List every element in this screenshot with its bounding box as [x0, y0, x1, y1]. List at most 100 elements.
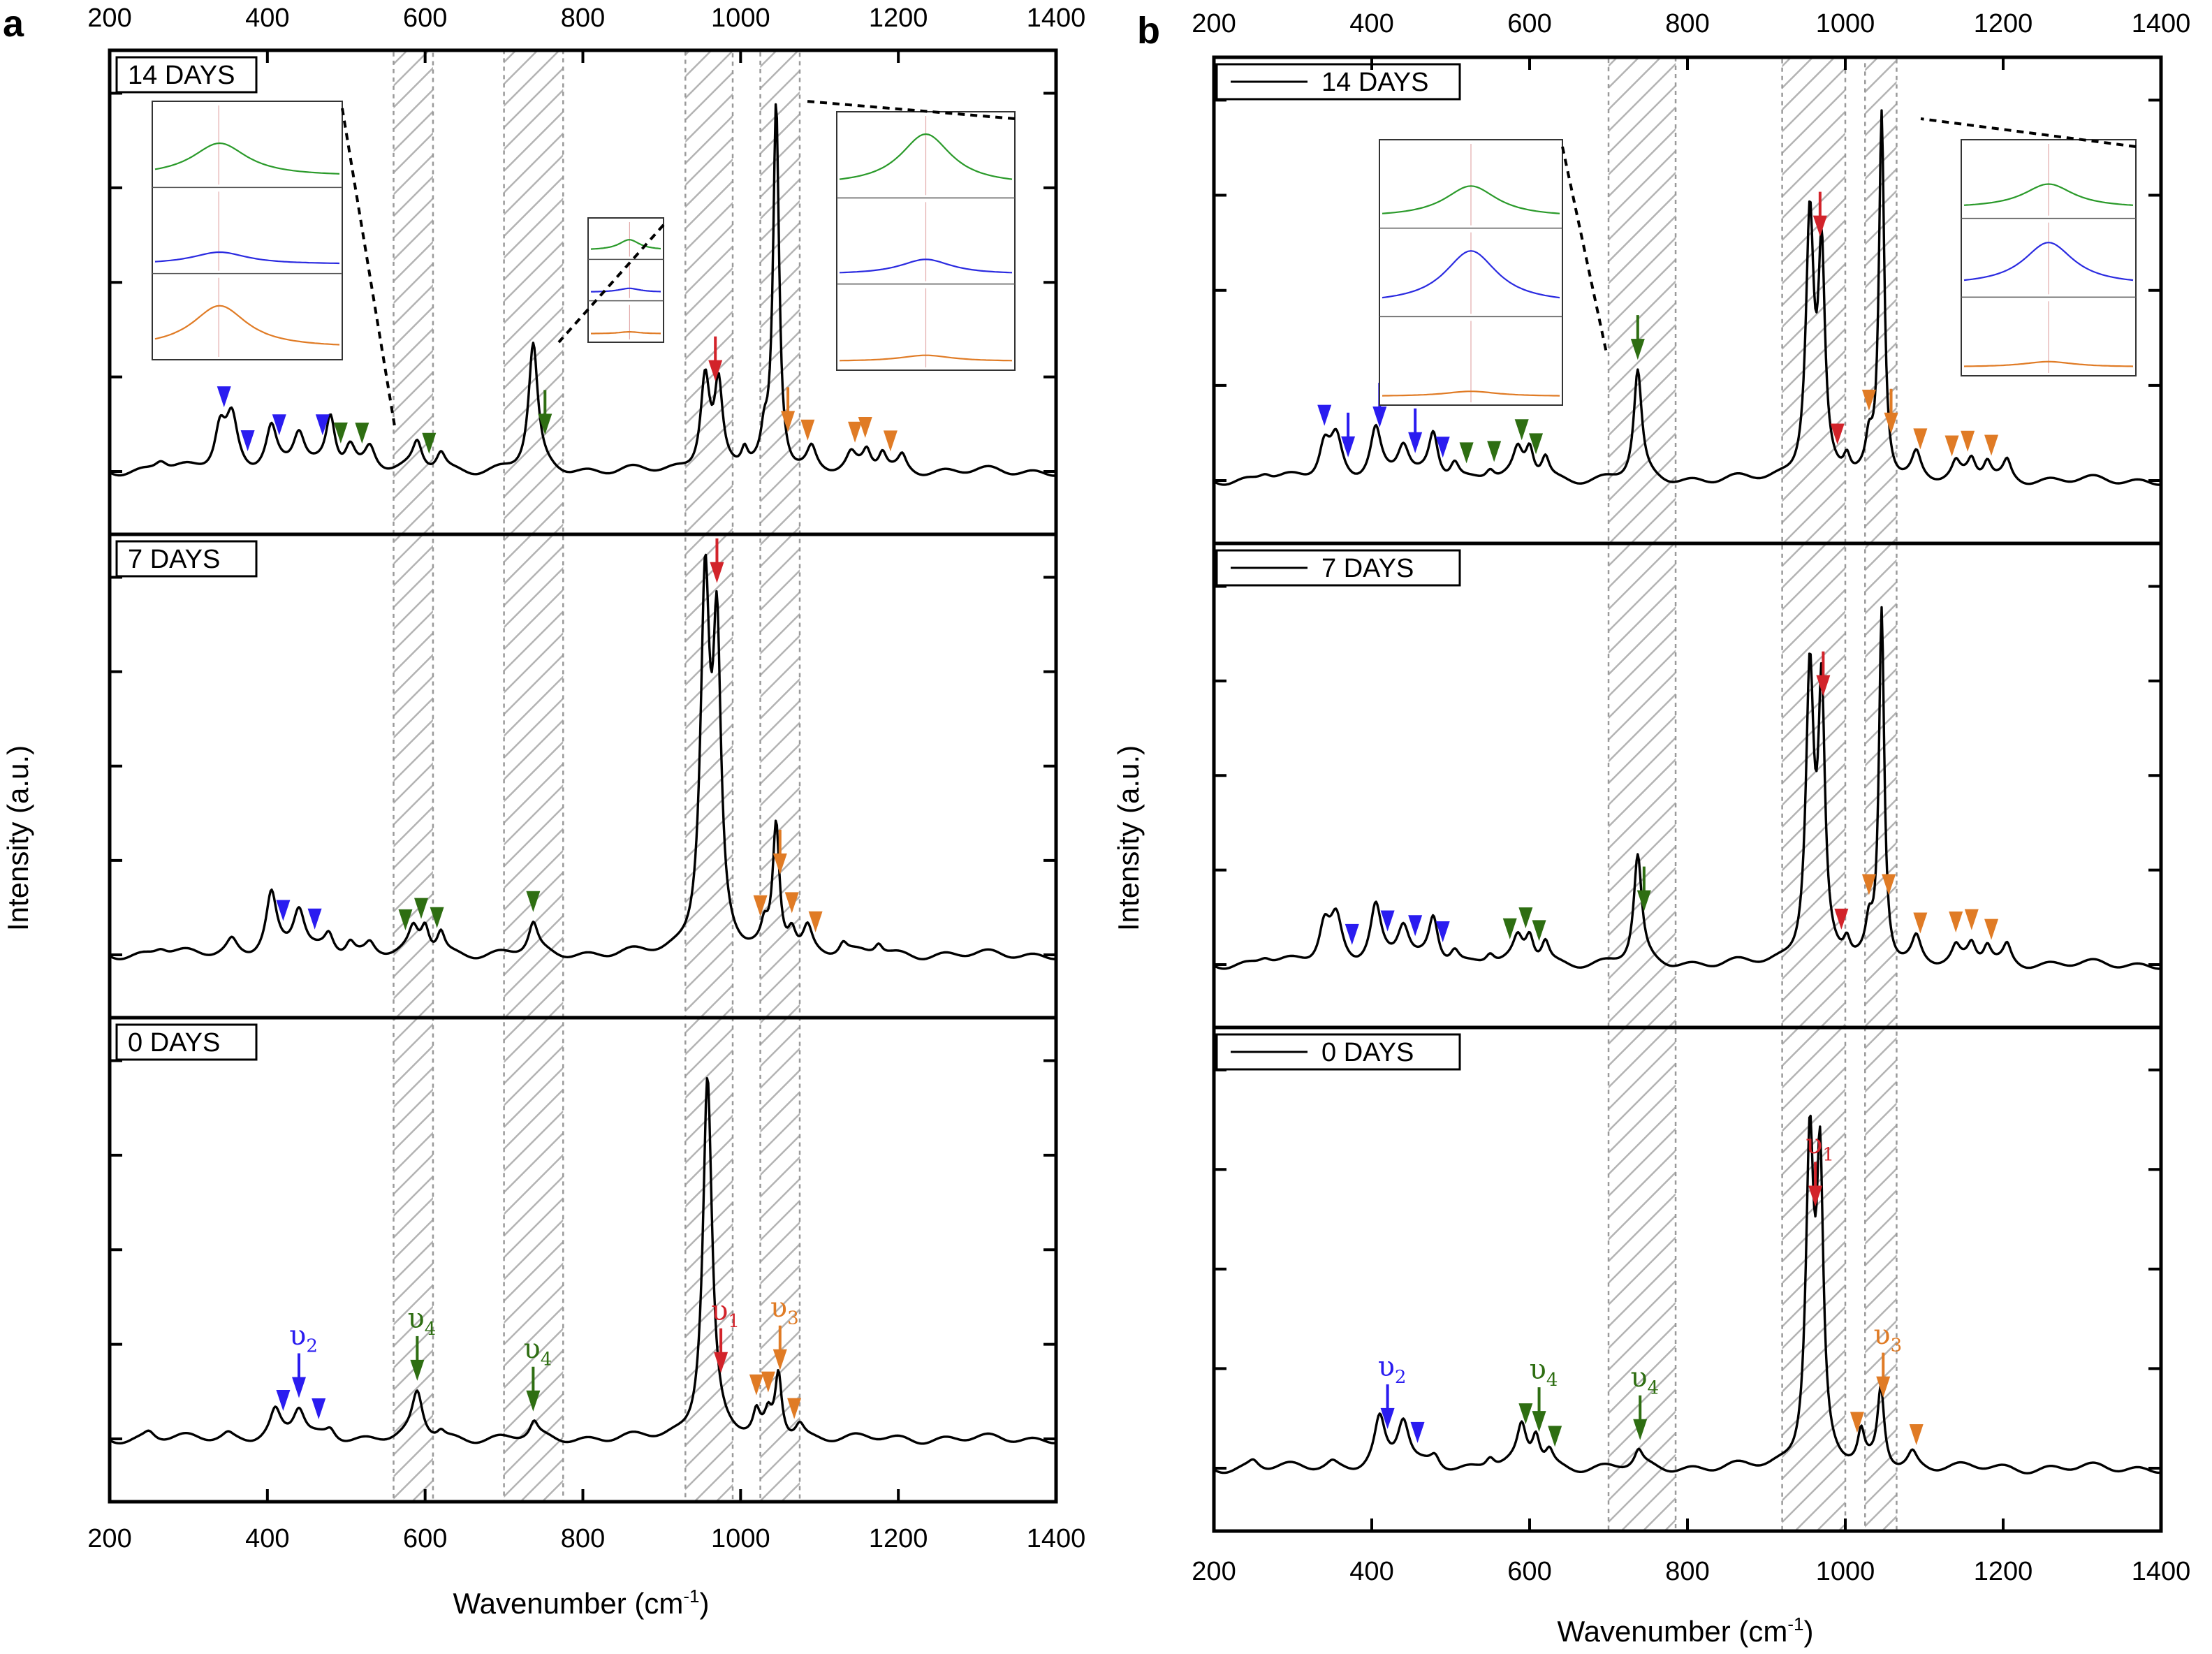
inset-connector	[1920, 117, 2137, 148]
inset-curve	[839, 133, 1013, 180]
y-axis-title-b: Intensity (a.u.)	[1112, 745, 1145, 931]
arrow-head	[1909, 1424, 1924, 1445]
arrow-head	[710, 562, 724, 583]
x-tick-label-bottom: 200	[1192, 1557, 1236, 1586]
arrow-head	[1961, 430, 1975, 452]
legend-box	[115, 56, 258, 94]
x-tick-label-top: 1200	[869, 3, 928, 33]
v4-arrow-marker	[538, 390, 552, 435]
v3-mode-label: υ3	[770, 1292, 799, 1329]
subplot-frame-7-days	[1212, 541, 2163, 1030]
inset-zoom-1	[1920, 117, 2137, 376]
arrow-head	[1341, 436, 1356, 458]
v3-arrow-marker	[1909, 1424, 1924, 1445]
arrow-head	[1518, 907, 1533, 929]
v3-arrow-marker	[772, 829, 787, 874]
x-tick-label-top: 800	[1665, 9, 1709, 38]
arrow-head	[800, 419, 815, 441]
x-tick-label-top: 200	[1192, 9, 1236, 38]
legend-14-days: 14 DAYS	[115, 56, 258, 94]
inset-frame	[152, 101, 343, 360]
highlight-band-2	[684, 49, 734, 1503]
arrow-head	[1913, 428, 1928, 450]
arrow-head	[1964, 909, 1979, 930]
v1-arrow-marker	[708, 336, 723, 381]
arrow-head	[1459, 442, 1474, 464]
v4-arrow-marker	[1529, 433, 1544, 455]
arrow-head	[333, 422, 348, 444]
highlight-band-2	[1864, 56, 1898, 1532]
spectrum-line	[109, 103, 1057, 477]
v4-arrow-marker	[1518, 1403, 1533, 1425]
x-tick-label-bottom: 1000	[1816, 1557, 1875, 1586]
v3-arrow-marker	[858, 416, 872, 438]
legend-label: 7 DAYS	[1321, 554, 1414, 583]
v4-arrow-marker	[1636, 866, 1651, 912]
subplot-frame-7-days	[108, 532, 1058, 1020]
arrow-head	[410, 1359, 425, 1381]
x-tick-label-top: 200	[87, 3, 131, 33]
arrow-head	[526, 891, 541, 912]
arrow-head	[276, 1389, 291, 1411]
v1-arrow-marker	[1830, 423, 1845, 445]
arrow-head	[1834, 908, 1849, 930]
x-tick-label-bottom: 1400	[2132, 1557, 2191, 1586]
arrow-head	[1514, 419, 1529, 441]
arrow-head	[1861, 389, 1876, 411]
arrow-head	[1317, 404, 1332, 426]
arrow-head	[781, 411, 796, 432]
v3-arrow-marker	[1984, 919, 1999, 940]
arrow-head	[1380, 910, 1395, 932]
x-axis-title-a-main: Wavenumber (cm	[453, 1587, 684, 1620]
v4-arrow-marker: υ4	[1530, 1354, 1558, 1433]
x-tick-label-bottom: 200	[87, 1524, 131, 1553]
v2-arrow-marker	[276, 900, 291, 921]
v3-arrow-marker	[1964, 909, 1979, 930]
v3-arrow-marker	[1944, 435, 1959, 457]
mode-subscript: 3	[787, 1308, 799, 1329]
v3-arrow-marker	[753, 895, 768, 916]
v4-mode-label: υ4	[1630, 1362, 1659, 1399]
x-axis-title-a-end: )	[699, 1587, 709, 1620]
legend-label: 14 DAYS	[128, 61, 235, 90]
arrow-head	[398, 909, 413, 930]
arrow-head	[538, 414, 552, 435]
y-axis-title-a: Intensity (a.u.)	[1, 745, 34, 931]
x-tick-label-bottom: 1000	[711, 1524, 770, 1553]
inset-zoom-1	[557, 217, 665, 344]
x-tick-label-top: 1000	[711, 3, 770, 33]
arrow-head	[422, 432, 437, 454]
arrow-head	[414, 898, 429, 919]
v4-arrow-marker	[526, 891, 541, 912]
arrow-head	[355, 423, 369, 444]
v2-arrow-marker	[1341, 412, 1356, 458]
arrow-head	[1345, 923, 1359, 945]
v4-arrow-marker	[1487, 441, 1502, 462]
v1-mode-label: υ1	[1806, 1128, 1834, 1165]
v4-arrow-marker	[1630, 315, 1645, 360]
mode-subscript: 1	[728, 1311, 740, 1332]
v1-arrow-marker: υ1	[711, 1295, 740, 1373]
x-tick-label-top: 600	[403, 3, 447, 33]
v4-arrow-marker	[355, 423, 369, 444]
highlight-band-1	[503, 49, 564, 1503]
highlight-band-1	[1781, 56, 1847, 1532]
arrow-head	[1984, 919, 1999, 940]
inset-curve	[154, 305, 340, 346]
mode-symbol: υ	[1630, 1362, 1647, 1394]
arrow-head	[1532, 1411, 1546, 1433]
mode-subscript: 4	[541, 1349, 552, 1370]
arrow-head	[1532, 920, 1546, 942]
v2-arrow-marker	[276, 1389, 291, 1411]
arrow-head	[1882, 874, 1896, 895]
arrow-head	[708, 360, 723, 381]
x-axis-title-b: Wavenumber (cm-1)	[1558, 1613, 1814, 1648]
arrow-head	[1808, 1185, 1823, 1207]
v4-arrow-marker	[1459, 442, 1474, 464]
v3-arrow-marker	[1861, 874, 1876, 895]
mode-symbol: υ	[407, 1303, 424, 1335]
arrow-head	[761, 1371, 775, 1393]
arrow-head	[1502, 918, 1517, 939]
arrow-head	[1435, 921, 1450, 942]
arrow-head	[1913, 912, 1928, 934]
